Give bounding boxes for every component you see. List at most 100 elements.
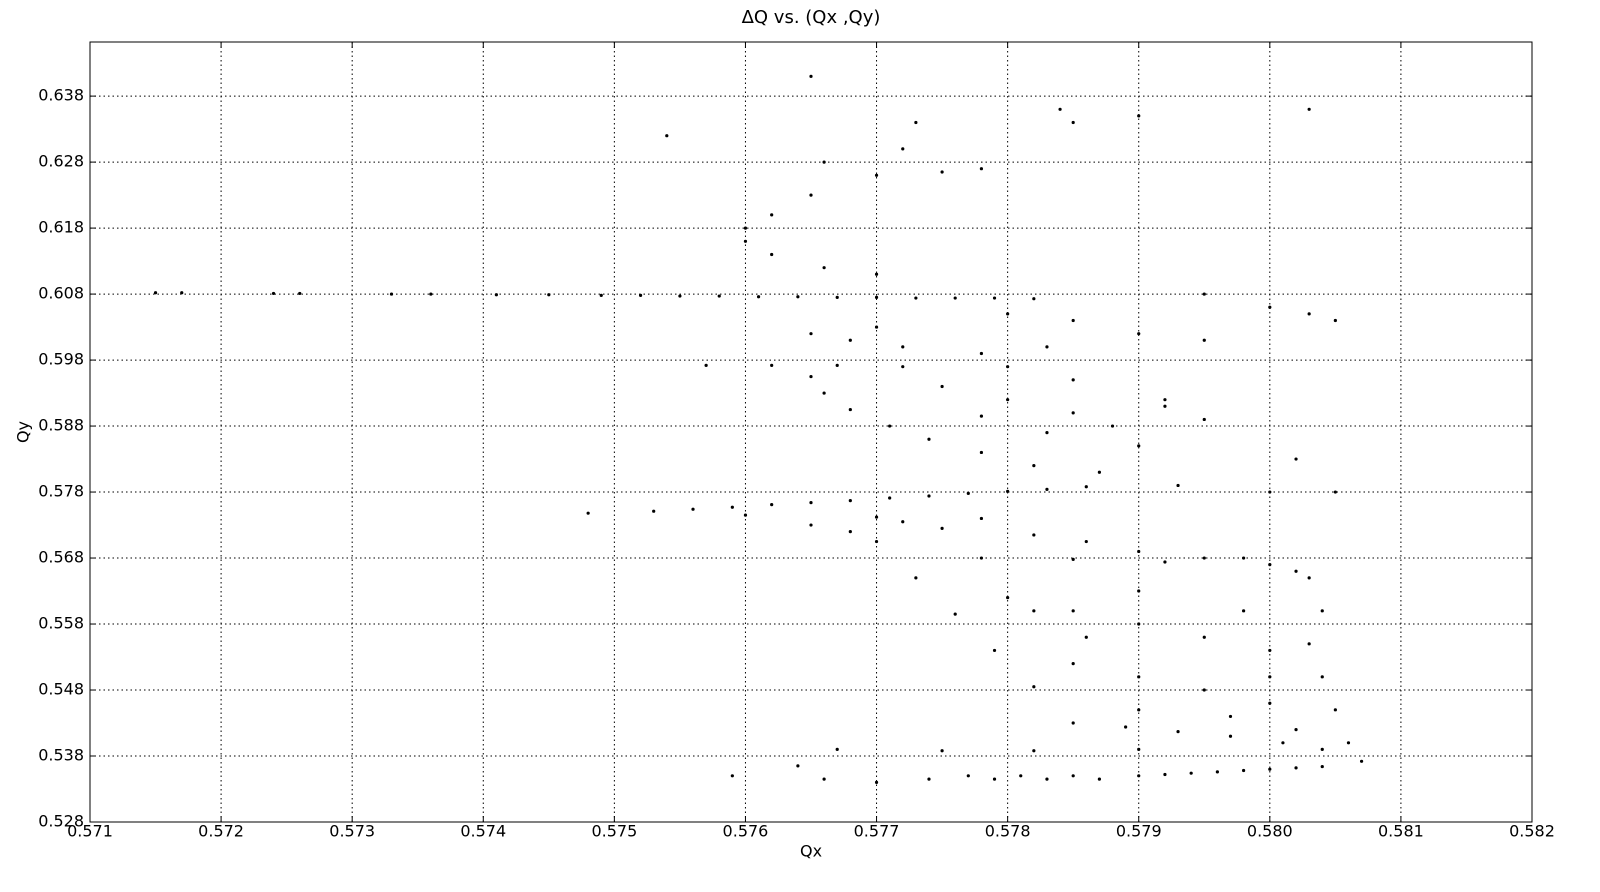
point <box>1163 772 1167 777</box>
point <box>665 134 669 138</box>
point <box>1320 764 1324 769</box>
point <box>901 520 905 524</box>
chart-title: ΔQ vs. (Qx ,Qy) <box>742 7 881 28</box>
x-tick-label: 0.577 <box>854 822 900 841</box>
point <box>1032 609 1036 613</box>
point <box>1084 635 1088 639</box>
point <box>1006 596 1010 600</box>
point <box>704 363 708 367</box>
y-tick-label: 0.588 <box>38 416 84 435</box>
point <box>953 612 957 616</box>
point <box>874 173 879 177</box>
point <box>1045 345 1049 349</box>
point <box>1110 424 1115 428</box>
point <box>1228 714 1233 719</box>
point <box>1268 305 1272 309</box>
y-tick-label: 0.608 <box>38 284 84 303</box>
point <box>1202 417 1206 422</box>
point <box>822 391 826 395</box>
point <box>153 291 158 295</box>
point <box>770 363 774 367</box>
point <box>848 530 852 534</box>
point <box>1320 675 1324 679</box>
point <box>940 749 944 753</box>
point <box>822 777 826 781</box>
y-tick-label: 0.568 <box>38 548 84 567</box>
point <box>809 332 813 336</box>
point <box>389 292 394 296</box>
point <box>1268 675 1272 679</box>
point <box>1137 675 1141 679</box>
point <box>1228 734 1233 738</box>
point <box>1202 635 1206 639</box>
point <box>298 291 302 296</box>
point <box>1137 747 1141 752</box>
x-tick-label: 0.574 <box>460 822 506 841</box>
point <box>1202 688 1206 692</box>
point <box>1032 685 1036 689</box>
point <box>1006 365 1010 369</box>
point <box>1202 338 1206 342</box>
point <box>1071 609 1075 613</box>
point <box>1006 398 1010 402</box>
point <box>1242 609 1246 613</box>
y-tick-label: 0.548 <box>38 680 84 699</box>
point <box>1137 774 1141 778</box>
point <box>547 293 551 297</box>
point <box>1137 444 1141 448</box>
point <box>914 120 918 125</box>
point <box>979 351 984 356</box>
point <box>1294 728 1298 732</box>
point <box>809 523 813 527</box>
x-tick-label: 0.572 <box>198 822 244 841</box>
point <box>1045 431 1049 435</box>
point <box>1163 398 1167 402</box>
point <box>1163 560 1167 564</box>
point <box>1176 483 1180 488</box>
point <box>1137 332 1141 336</box>
point <box>743 239 748 243</box>
point <box>678 294 682 298</box>
plot-frame <box>89 41 1533 823</box>
y-tick-label: 0.618 <box>38 218 84 237</box>
point <box>1242 768 1246 773</box>
point <box>1189 771 1193 775</box>
point <box>953 296 957 300</box>
point <box>940 526 944 530</box>
point <box>796 764 800 768</box>
point <box>1006 489 1010 493</box>
point <box>901 345 905 349</box>
point <box>1346 741 1351 745</box>
point <box>1163 404 1167 408</box>
x-axis-label: Qx <box>800 842 822 861</box>
point <box>835 363 839 367</box>
point <box>1032 464 1036 468</box>
point <box>1071 774 1075 778</box>
y-axis-label: Qy <box>14 421 33 443</box>
point <box>1071 411 1075 415</box>
x-tick-label: 0.579 <box>1116 822 1162 841</box>
point <box>809 193 813 197</box>
point <box>914 296 918 300</box>
point <box>1268 563 1272 567</box>
point <box>1071 318 1075 323</box>
point <box>1071 721 1075 725</box>
point <box>940 384 944 389</box>
x-tick-label: 0.571 <box>67 822 113 841</box>
point <box>1097 777 1101 781</box>
point <box>992 648 997 653</box>
point <box>691 507 695 511</box>
point <box>927 777 931 781</box>
point <box>979 450 984 455</box>
point <box>1045 487 1049 492</box>
point <box>927 437 931 441</box>
point <box>809 501 813 505</box>
point <box>927 494 931 498</box>
point <box>1071 120 1075 125</box>
point <box>874 295 879 299</box>
point <box>1137 708 1141 712</box>
point <box>1333 708 1337 712</box>
point <box>979 556 984 560</box>
point <box>874 272 879 276</box>
